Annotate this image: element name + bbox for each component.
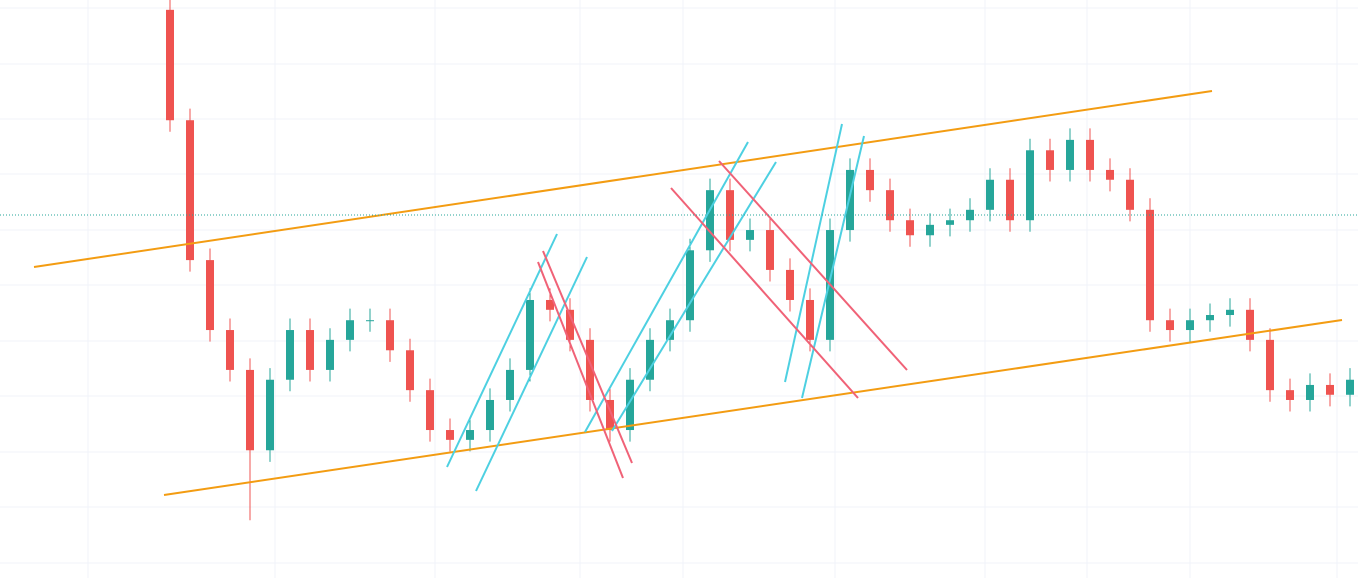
candle-body <box>266 379 274 451</box>
candle-body <box>246 369 254 451</box>
candle-body <box>1286 390 1294 400</box>
up-channel-line <box>446 233 558 468</box>
candle-body <box>406 350 414 391</box>
candle-body <box>286 330 294 380</box>
channel-line <box>33 90 1213 268</box>
candle-body <box>566 309 574 340</box>
candle-body <box>1326 384 1334 395</box>
candle-body <box>506 369 514 400</box>
candle-body <box>166 9 174 121</box>
candle-body <box>946 220 954 225</box>
candle-body <box>746 230 754 240</box>
candle-body <box>866 169 874 191</box>
candle-body <box>186 120 194 261</box>
up-channel-line <box>475 256 588 492</box>
candle-body <box>606 399 614 431</box>
candle-body <box>806 299 814 340</box>
candle-body <box>1086 139 1094 170</box>
down-channel-line <box>718 160 908 371</box>
candle-body <box>346 320 354 340</box>
candle-body <box>846 169 854 231</box>
candle-body <box>1206 315 1214 321</box>
candle-body <box>706 190 714 251</box>
candle-body <box>666 320 674 340</box>
candle-body <box>306 330 314 370</box>
candle-body <box>1226 309 1234 316</box>
candle-body <box>766 230 774 270</box>
candle-body <box>546 299 554 310</box>
candle-body <box>1126 179 1134 210</box>
candle-body <box>526 299 534 370</box>
candle-body <box>466 430 474 440</box>
up-channel-line <box>801 135 865 399</box>
candle-body <box>326 339 334 370</box>
candle-body <box>226 330 234 370</box>
down-channel-line <box>542 250 633 464</box>
candle-body <box>366 320 374 322</box>
candle-body <box>686 250 694 321</box>
candle-body <box>426 390 434 431</box>
up-channel-line <box>611 161 777 432</box>
candle-body <box>206 260 214 331</box>
candle-body <box>1146 209 1154 321</box>
down-channel-line <box>537 261 624 479</box>
candle-body <box>1046 150 1054 170</box>
candle-body <box>886 190 894 221</box>
up-channel-line <box>784 123 843 383</box>
candle-body <box>786 269 794 300</box>
candle-body <box>1106 169 1114 180</box>
candle-body <box>1346 379 1354 395</box>
candle-body <box>446 430 454 440</box>
candles <box>166 0 1354 521</box>
candle-body <box>626 379 634 431</box>
candle-body <box>1006 179 1014 221</box>
candle-body <box>1246 309 1254 340</box>
candle-body <box>1266 339 1274 391</box>
candle-body <box>1306 384 1314 400</box>
candle-body <box>1066 139 1074 170</box>
trend-lines <box>33 90 1343 496</box>
up-channel-line <box>584 141 749 433</box>
candle-body <box>386 320 394 351</box>
candle-body <box>486 399 494 431</box>
candle-body <box>926 224 934 236</box>
down-channel-line <box>670 187 859 399</box>
candle-body <box>1186 320 1194 331</box>
candle-body <box>646 339 654 380</box>
candle-body <box>1166 320 1174 331</box>
candle-body <box>586 339 594 400</box>
candle-body <box>986 179 994 210</box>
channel-line <box>163 319 1343 496</box>
candle-body <box>1026 150 1034 221</box>
candle-body <box>906 220 914 236</box>
